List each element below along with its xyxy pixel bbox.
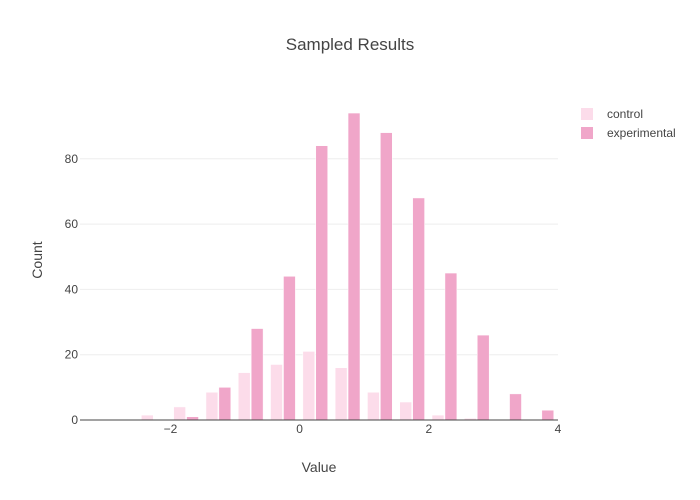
bar-control[interactable]: [367, 391, 380, 421]
legend-label-control[interactable]: control: [607, 107, 643, 121]
bar-control[interactable]: [270, 364, 283, 421]
x-axis-ticks: −2 0 2 4: [164, 422, 562, 436]
y-tick-label: 60: [65, 217, 79, 231]
x-tick-label: −2: [164, 422, 178, 436]
bar-control[interactable]: [399, 401, 412, 421]
y-tick-label: 40: [65, 282, 79, 296]
bar-control[interactable]: [173, 406, 186, 421]
bar-experimental[interactable]: [477, 334, 490, 421]
y-tick-label: 20: [65, 348, 79, 362]
bar-experimental[interactable]: [412, 197, 425, 421]
bar-experimental[interactable]: [347, 112, 361, 421]
x-axis-title: Value: [302, 459, 337, 475]
y-tick-label: 80: [65, 152, 79, 166]
legend-swatch-control[interactable]: [581, 108, 593, 120]
bar-control[interactable]: [334, 367, 348, 421]
legend-label-experimental[interactable]: experimental: [607, 126, 676, 140]
bar-control[interactable]: [141, 414, 154, 421]
x-tick-label: 2: [425, 422, 432, 436]
bar-experimental[interactable]: [444, 272, 458, 421]
chart-title: Sampled Results: [286, 35, 415, 54]
y-axis-title: Count: [29, 241, 45, 278]
bar-experimental[interactable]: [380, 132, 393, 421]
bar-experimental[interactable]: [218, 387, 232, 421]
x-tick-label: 4: [555, 422, 562, 436]
legend[interactable]: control experimental: [581, 107, 676, 140]
x-tick-label: 0: [296, 422, 303, 436]
legend-swatch-experimental[interactable]: [581, 127, 593, 139]
y-tick-label: 0: [71, 413, 78, 427]
bar-experimental[interactable]: [250, 328, 264, 421]
bars: [141, 112, 555, 421]
bar-control[interactable]: [205, 391, 219, 421]
bar-control[interactable]: [431, 414, 445, 421]
bar-control[interactable]: [302, 351, 316, 421]
bar-experimental[interactable]: [541, 409, 555, 421]
bar-experimental[interactable]: [509, 393, 522, 421]
y-axis-ticks: 0 20 40 60 80: [65, 152, 79, 427]
bar-experimental[interactable]: [315, 145, 328, 421]
bar-experimental[interactable]: [283, 276, 296, 421]
bar-control[interactable]: [238, 372, 251, 421]
